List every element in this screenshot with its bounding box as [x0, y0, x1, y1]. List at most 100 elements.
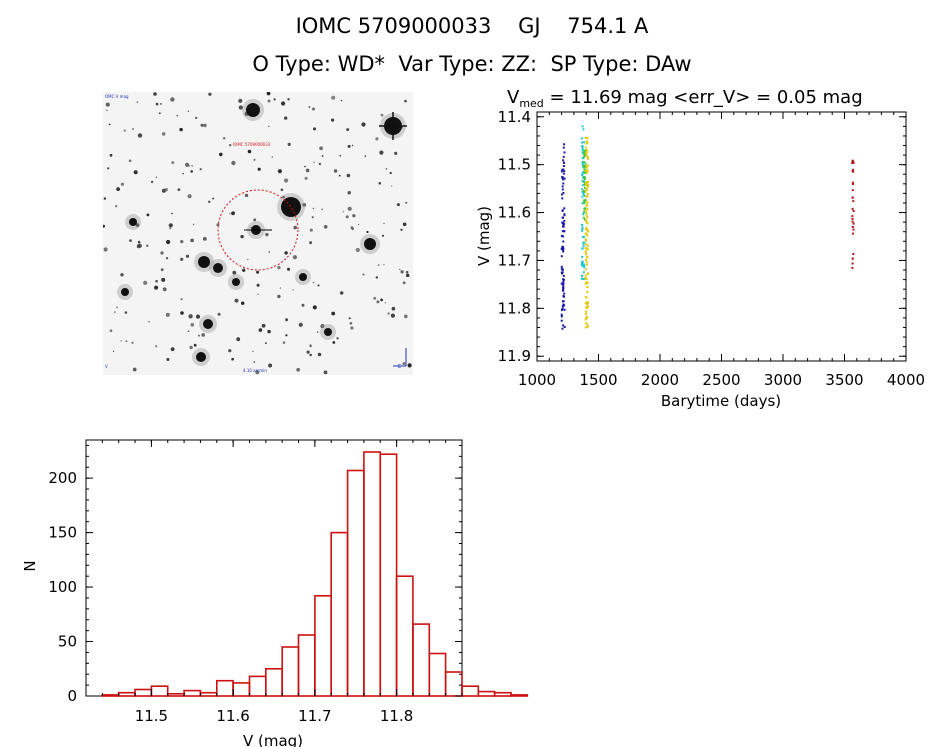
sky-star: [323, 370, 328, 375]
light-curve-point: [562, 235, 565, 238]
sky-star: [223, 137, 226, 140]
sky-star: [351, 144, 354, 147]
light-curve-point: [851, 257, 854, 260]
light-curve-point: [583, 235, 586, 238]
sky-star: [282, 341, 286, 344]
histogram-bar: [248, 675, 267, 697]
sky-star: [241, 301, 245, 305]
light-curve-y-tick-label: 11.6: [498, 204, 531, 222]
light-curve-point: [586, 203, 589, 206]
sky-star: [284, 178, 289, 183]
sky-star: [120, 273, 124, 277]
sky-star: [155, 279, 158, 283]
histogram-plot-frame: [85, 439, 463, 697]
sky-star: [309, 228, 313, 232]
sky-star: [319, 146, 323, 151]
light-curve-point: [562, 287, 565, 290]
sky-star: [136, 101, 139, 104]
sky-star: [170, 347, 175, 352]
sky-star: [309, 353, 312, 357]
light-curve-point: [562, 165, 565, 167]
sky-star: [258, 328, 263, 332]
light-curve-point: [562, 225, 564, 228]
sky-star: [158, 112, 161, 115]
light-curve-point: [582, 193, 585, 195]
light-curve-point: [563, 177, 566, 180]
histogram-ylabel: N: [21, 560, 39, 571]
sky-star: [385, 168, 388, 170]
light-curve-point: [562, 172, 565, 175]
sky-star: [133, 170, 138, 175]
sky-star: [232, 270, 237, 275]
sky-star: [351, 227, 354, 231]
sky-star: [240, 234, 244, 239]
light-curve-point: [563, 161, 566, 164]
sky-star: [402, 222, 407, 227]
light-curve-point: [583, 186, 586, 189]
sky-star: [338, 174, 341, 177]
sky-star: [116, 306, 118, 309]
light-curve-point: [582, 244, 585, 247]
sky-star: [103, 247, 108, 252]
light-curve-point: [585, 306, 588, 309]
light-curve-y-tick-label: 11.7: [498, 251, 531, 269]
sky-star-field: [103, 92, 412, 375]
light-curve-x-tick-label: 1500: [579, 371, 617, 389]
sky-star: [185, 254, 190, 258]
sky-star: [362, 273, 365, 276]
light-curve-point: [585, 182, 588, 185]
histogram-bar: [150, 685, 169, 697]
sky-star: [115, 205, 118, 208]
sky-star: [168, 223, 173, 228]
histogram-bar: [395, 575, 414, 697]
sky-label-e: E: [398, 364, 401, 370]
light-curve-point: [585, 278, 588, 280]
histogram-xlabel: V (mag): [243, 732, 303, 747]
light-curve-point: [582, 156, 585, 159]
light-curve-point: [562, 285, 565, 288]
light-curve-point: [852, 253, 855, 255]
light-curve-point: [585, 184, 587, 186]
sky-star: [132, 128, 134, 130]
sky-star: [347, 191, 351, 195]
sky-star: [375, 276, 378, 279]
sky-star: [331, 311, 336, 316]
light-curve-point: [585, 253, 588, 256]
sky-star: [146, 213, 150, 217]
sky-bright-star: [196, 352, 206, 362]
histogram-bar: [412, 623, 431, 697]
histogram-bar: [281, 646, 300, 697]
sky-bright-star: [129, 218, 137, 226]
sky-star: [171, 212, 173, 215]
light-curve-point: [585, 263, 588, 266]
sky-star: [346, 128, 350, 132]
light-curve-point: [581, 145, 584, 148]
light-curve-point: [582, 181, 585, 183]
light-curve-point: [587, 302, 589, 304]
light-curve-point: [584, 312, 587, 315]
histogram-bar: [379, 453, 398, 697]
sky-star: [306, 350, 310, 354]
light-curve-point: [562, 280, 565, 283]
sky-star: [313, 127, 316, 131]
light-curve-point: [584, 149, 587, 152]
sky-bright-star: [281, 197, 301, 217]
light-curve-point: [586, 156, 589, 158]
sky-star: [321, 155, 324, 157]
light-curve-point: [582, 213, 585, 216]
sky-star: [382, 234, 384, 237]
light-curve-point: [581, 162, 584, 165]
light-curve-point: [585, 226, 588, 229]
light-curve-point: [585, 172, 588, 174]
histogram-x-tick-label: 11.5: [135, 707, 168, 725]
sky-star: [345, 215, 349, 219]
sky-star: [391, 306, 396, 311]
sky-star: [180, 240, 184, 244]
sky-star: [185, 162, 190, 167]
sky-star: [160, 268, 164, 272]
histogram-bar: [264, 667, 283, 697]
sky-star: [233, 212, 235, 214]
sky-star: [309, 241, 312, 245]
light-curve-point: [581, 179, 584, 182]
sky-star: [195, 314, 201, 319]
